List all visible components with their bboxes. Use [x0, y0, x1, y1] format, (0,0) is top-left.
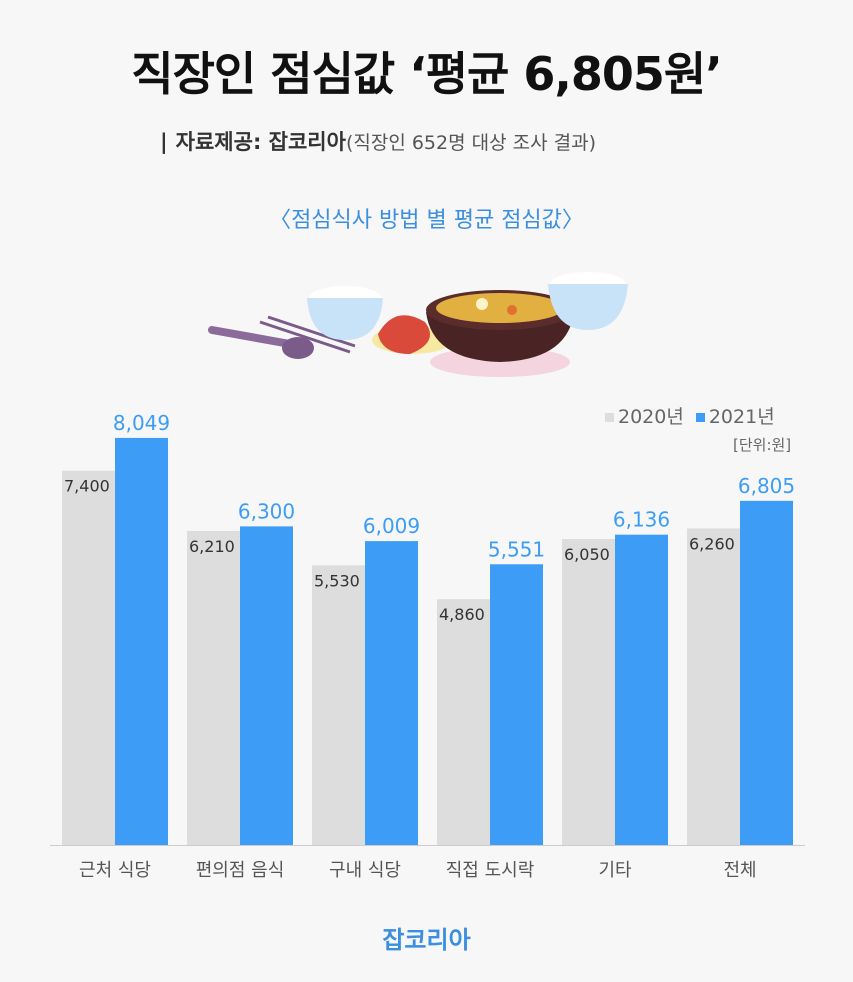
- legend-swatch-2020: [605, 413, 614, 422]
- category-label: 구내 식당: [329, 860, 401, 881]
- stew-pot-icon: [426, 290, 574, 377]
- bar-2021: [740, 500, 793, 845]
- rice-bowl-icon: [548, 272, 628, 330]
- category-label: 전체: [723, 860, 756, 881]
- footer-brand: 잡코리아: [382, 926, 471, 954]
- bar-2020: [312, 565, 365, 845]
- source-note: (직장인 652명 대상 조사 결과): [345, 132, 597, 154]
- data-label-2020: 4,860: [439, 605, 485, 624]
- data-label-2021: 8,049: [113, 411, 170, 435]
- data-label-2020: 6,050: [564, 545, 610, 564]
- kimchi-icon: [372, 315, 452, 354]
- chopsticks-icon: [259, 315, 356, 354]
- chart-subtitle: 〈점심식사 방법 별 평균 점심값〉: [269, 208, 584, 233]
- bar-2021: [365, 541, 418, 845]
- bar-2021: [240, 526, 293, 845]
- source-line: | 자료제공: 잡코리아(직장인 652명 대상 조사 결과): [160, 126, 596, 156]
- legend-label-2021: 2021년: [708, 406, 775, 428]
- bar-2021: [490, 564, 543, 845]
- data-label-2020: 5,530: [314, 571, 360, 590]
- data-label-2021: 6,009: [363, 514, 420, 538]
- data-label-2021: 5,551: [488, 537, 545, 561]
- data-label-2020: 6,260: [689, 534, 735, 553]
- bar-2020: [687, 528, 740, 845]
- bar-2020: [437, 599, 490, 845]
- unit-label: [단위:원]: [733, 436, 792, 454]
- bar-2020: [187, 530, 240, 845]
- bar-2020: [562, 539, 615, 845]
- rice-bowl-icon: [307, 286, 383, 340]
- page-title: 직장인 점심값 ‘평균 6,805원’: [131, 47, 722, 101]
- category-label: 근처 식당: [79, 860, 151, 881]
- data-label-2021: 6,300: [238, 499, 295, 523]
- legend-item-2021: 2021년: [695, 406, 775, 428]
- chart-legend: 2020년 2021년: [605, 402, 787, 429]
- source-label: 자료제공: 잡코리아: [175, 130, 346, 154]
- data-label-2020: 6,210: [189, 537, 235, 556]
- spoon-icon: [208, 326, 314, 359]
- bar-2020: [62, 470, 115, 845]
- bar-2021: [615, 534, 668, 845]
- bar-2021: [115, 437, 168, 845]
- legend-label-2020: 2020년: [618, 406, 684, 428]
- data-label-2020: 7,400: [64, 477, 110, 496]
- category-label: 직접 도시락: [446, 860, 535, 881]
- category-label: 편의점 음식: [196, 860, 285, 881]
- legend-swatch-2021: [695, 413, 705, 422]
- category-label: 기타: [598, 860, 632, 881]
- source-divider: |: [160, 130, 168, 154]
- data-label-2021: 6,136: [613, 508, 670, 532]
- food-illustration: [208, 272, 628, 377]
- legend-item-2020: 2020년: [605, 406, 684, 428]
- data-label-2021: 6,805: [738, 474, 795, 498]
